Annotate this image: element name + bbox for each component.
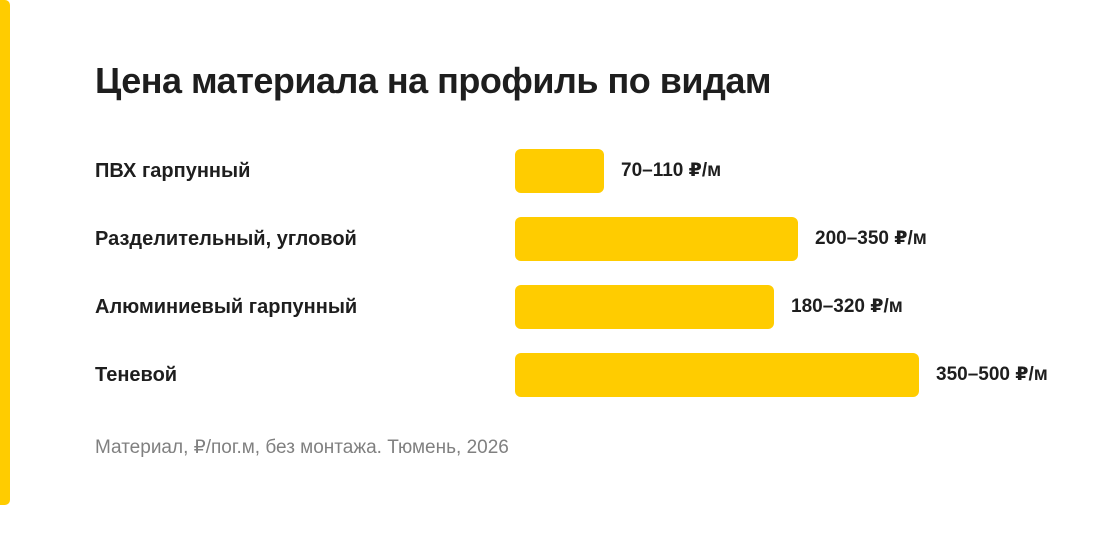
bar: [515, 353, 919, 397]
accent-stripe: [0, 0, 10, 505]
category-label: Алюминиевый гарпунный: [95, 296, 358, 318]
chart-row: Алюминиевый гарпунный 180–320 ₽/м: [0, 285, 1100, 329]
category-label: Разделительный, угловой: [95, 228, 357, 250]
value-label: 350–500 ₽/м: [936, 364, 1048, 385]
bar: [515, 217, 798, 261]
category-label: Теневой: [95, 364, 178, 386]
chart-row: ПВХ гарпунный 70–110 ₽/м: [0, 149, 1100, 193]
bar: [515, 285, 774, 329]
bar: [515, 149, 604, 193]
category-label: ПВХ гарпунный: [95, 160, 251, 182]
chart-footnote: Материал, ₽/пог.м, без монтажа. Тюмень, …: [95, 437, 509, 458]
value-label: 180–320 ₽/м: [791, 296, 903, 317]
value-label: 70–110 ₽/м: [621, 160, 722, 181]
chart-row: Разделительный, угловой 200–350 ₽/м: [0, 217, 1100, 261]
value-label: 200–350 ₽/м: [815, 228, 927, 249]
chart-row: Теневой 350–500 ₽/м: [0, 353, 1100, 397]
chart-title: Цена материала на профиль по видам: [95, 60, 772, 101]
